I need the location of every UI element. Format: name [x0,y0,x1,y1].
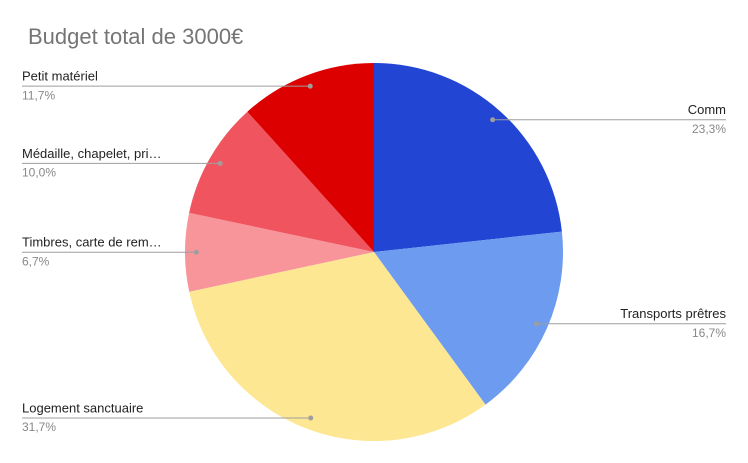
slice-label: Comm [688,102,726,117]
leader-dot [217,160,223,166]
pie-slice [185,212,374,292]
leader-dot [307,83,313,89]
slice-value-label: 31,7% [22,420,56,434]
slice-value-label: 11,7% [22,88,55,102]
leader-dot [534,321,540,327]
pie-slice [247,63,374,252]
slice-value-label: 23,3% [692,122,726,136]
pie-slice [189,252,486,441]
slice-value-label: 16,7% [692,326,726,340]
slice-label: Médaille, chapelet, pri… [22,146,161,161]
pie-slice [189,111,374,253]
slice-label: Timbres, carte de rem… [22,235,162,250]
slice-label: Petit matériel [22,69,98,84]
slice-label: Transports prêtres [620,306,726,321]
leader-dot [193,249,199,255]
slice-value-label: 6,7% [22,254,50,268]
leader-dot [490,117,496,123]
pie-slice [374,231,563,405]
pie-slice [374,63,562,252]
slice-value-label: 10,0% [22,166,56,180]
leader-dot [308,415,314,421]
chart-title: Budget total de 3000€ [28,24,243,49]
slice-label: Logement sanctuaire [22,400,143,415]
